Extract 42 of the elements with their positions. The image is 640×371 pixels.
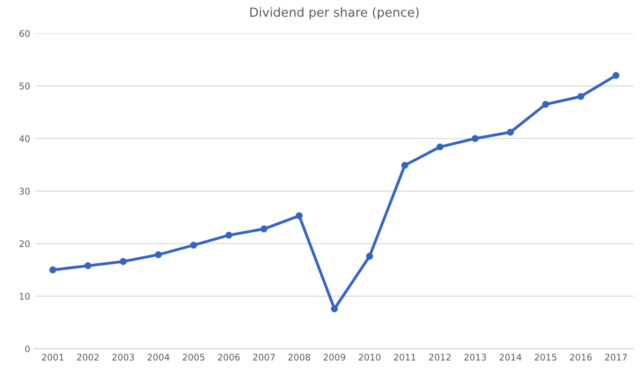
point	[577, 92, 584, 100]
y-tick-label: 50	[20, 82, 30, 90]
point	[49, 266, 56, 274]
point	[542, 100, 550, 108]
y-tick-label: 10	[20, 292, 30, 300]
x-tick-label: 2007	[253, 354, 275, 361]
point	[84, 262, 92, 270]
y-tick-label: 40	[19, 135, 30, 142]
point	[190, 242, 198, 249]
point	[436, 143, 444, 150]
y-tick-label: 0	[25, 345, 30, 352]
y-tick-label: 60	[19, 30, 30, 37]
point	[120, 258, 127, 265]
x-tick-label: 2014	[500, 354, 522, 361]
point	[260, 225, 268, 232]
x-tick-label: 2010	[358, 354, 380, 361]
x-tick-label: 2005	[182, 354, 204, 361]
x-tick-label: 2015	[534, 354, 556, 361]
x-tick-label: 2012	[429, 354, 451, 361]
point	[506, 128, 514, 136]
y-tick-label: 30	[20, 188, 30, 195]
x-tick-label: 2016	[570, 354, 592, 361]
chart-title: Dividend per share (pence)	[250, 7, 419, 20]
x-tick-label: 2011	[394, 354, 416, 361]
point	[330, 305, 338, 312]
point	[612, 72, 620, 79]
point	[472, 135, 479, 142]
x-tick-label: 2001	[42, 354, 64, 361]
y-tick-label: 20	[20, 240, 30, 248]
point	[225, 232, 232, 239]
x-tick-label: 2009	[324, 354, 346, 361]
x-tick-label: 2004	[148, 354, 170, 361]
x-tick-label: 2002	[77, 354, 99, 361]
x-tick-label: 2006	[218, 354, 240, 361]
x-tick-label: 2013	[464, 354, 486, 361]
x-tick-label: 2017	[605, 354, 627, 361]
x-tick-label: 2003	[112, 354, 134, 361]
point	[401, 162, 408, 169]
point	[154, 251, 162, 258]
x-tick-label: 2008	[288, 354, 310, 361]
point	[366, 252, 374, 260]
point	[296, 212, 303, 220]
